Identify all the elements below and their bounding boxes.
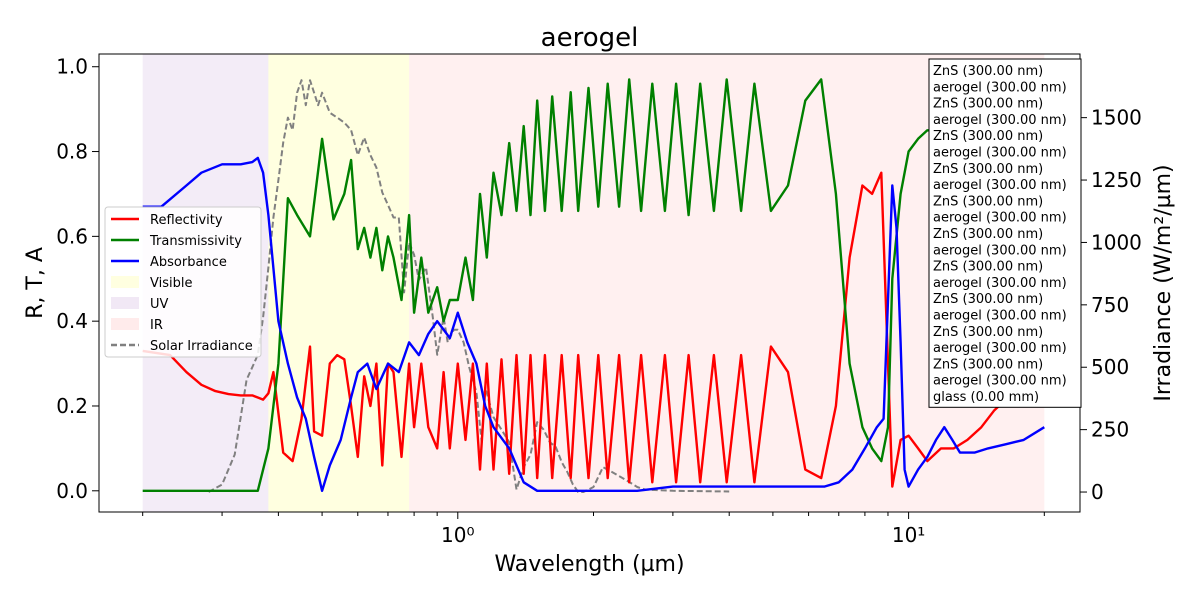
layer-entry: ZnS (300.00 nm) (933, 64, 1043, 79)
layer-entry: glass (0.00 mm) (933, 390, 1039, 405)
layer-entry: ZnS (300.00 nm) (933, 357, 1043, 372)
y2-tick-label: 750 (1091, 293, 1129, 317)
legend-reflectivity-label: Reflectivity (150, 213, 223, 228)
y-axis-right: 0 250 500 750 1000 1250 1500 (1080, 106, 1142, 504)
layer-entry: ZnS (300.00 nm) (933, 292, 1043, 307)
layer-entry: aerogel (300.00 nm) (933, 178, 1067, 193)
y2-tick-label: 1000 (1091, 230, 1142, 254)
x-tick-label: 10⁰ (441, 523, 474, 547)
series-absorbance (142, 156, 1045, 492)
y-tick-label: 0.6 (56, 224, 88, 248)
layer-entry: aerogel (300.00 nm) (933, 80, 1067, 95)
layer-entry: aerogel (300.00 nm) (933, 276, 1067, 291)
chart-title: aerogel (541, 23, 639, 53)
y-axis-left: 0.0 0.2 0.4 0.6 0.8 1.0 (56, 55, 99, 503)
y2-tick-label: 250 (1091, 418, 1129, 442)
y-axis-label: R, T, A (23, 247, 48, 319)
legend-visible-label: Visible (150, 276, 192, 291)
y2-tick-label: 1500 (1091, 106, 1142, 130)
y2-tick-label: 0 (1091, 480, 1104, 504)
layer-entry: ZnS (300.00 nm) (933, 325, 1043, 340)
layer-entry: aerogel (300.00 nm) (933, 146, 1067, 161)
layer-stack-box: ZnS (300.00 nm)aerogel (300.00 nm)ZnS (3… (928, 58, 1082, 408)
layer-entry: ZnS (300.00 nm) (933, 129, 1043, 144)
y2-tick-label: 1250 (1091, 168, 1142, 192)
layer-entry: ZnS (300.00 nm) (933, 162, 1043, 177)
y2-axis-label: Irradiance (W/m²/µm) (1151, 164, 1176, 401)
legend-solar-irradiance-label: Solar Irradiance (150, 339, 253, 354)
layer-entry: ZnS (300.00 nm) (933, 97, 1043, 112)
legend-ir-swatch (111, 318, 139, 330)
layer-entry: ZnS (300.00 nm) (933, 260, 1043, 275)
legend-absorbance-label: Absorbance (150, 255, 227, 270)
y-tick-label: 1.0 (56, 55, 88, 79)
x-axis-label: Wavelength (µm) (494, 552, 684, 577)
layer-entry: ZnS (300.00 nm) (933, 227, 1043, 242)
legend: Reflectivity Transmissivity Absorbance Visi… (104, 206, 262, 358)
series-layer (142, 78, 1046, 493)
y-tick-label: 0.2 (56, 394, 88, 418)
spectral-regions (142, 54, 1045, 512)
legend-ir-label: IR (150, 318, 163, 333)
layer-entry: aerogel (300.00 nm) (933, 113, 1067, 128)
legend-uv-swatch (111, 297, 139, 309)
region-visible (268, 54, 410, 512)
y-tick-label: 0.4 (56, 309, 88, 333)
layer-entry: aerogel (300.00 nm) (933, 374, 1067, 389)
layer-entry: aerogel (300.00 nm) (933, 341, 1067, 356)
legend-transmissivity-label: Transmissivity (149, 234, 242, 249)
layer-entry: aerogel (300.00 nm) (933, 309, 1067, 324)
series-transmissivity (142, 78, 1046, 492)
y-tick-label: 0.8 (56, 140, 88, 164)
legend-uv-label: UV (150, 297, 169, 312)
layer-entry: aerogel (300.00 nm) (933, 211, 1067, 226)
legend-box (104, 206, 262, 358)
layer-box-frame (928, 58, 1082, 408)
y2-tick-label: 500 (1091, 355, 1129, 379)
y-tick-label: 0.0 (56, 479, 88, 503)
layer-entry: aerogel (300.00 nm) (933, 243, 1067, 258)
layer-entry: ZnS (300.00 nm) (933, 194, 1043, 209)
legend-visible-swatch (111, 276, 139, 288)
x-axis: 10⁰ 10¹ (142, 512, 1045, 547)
series-reflectivity (142, 171, 1046, 488)
x-tick-label: 10¹ (892, 523, 925, 547)
